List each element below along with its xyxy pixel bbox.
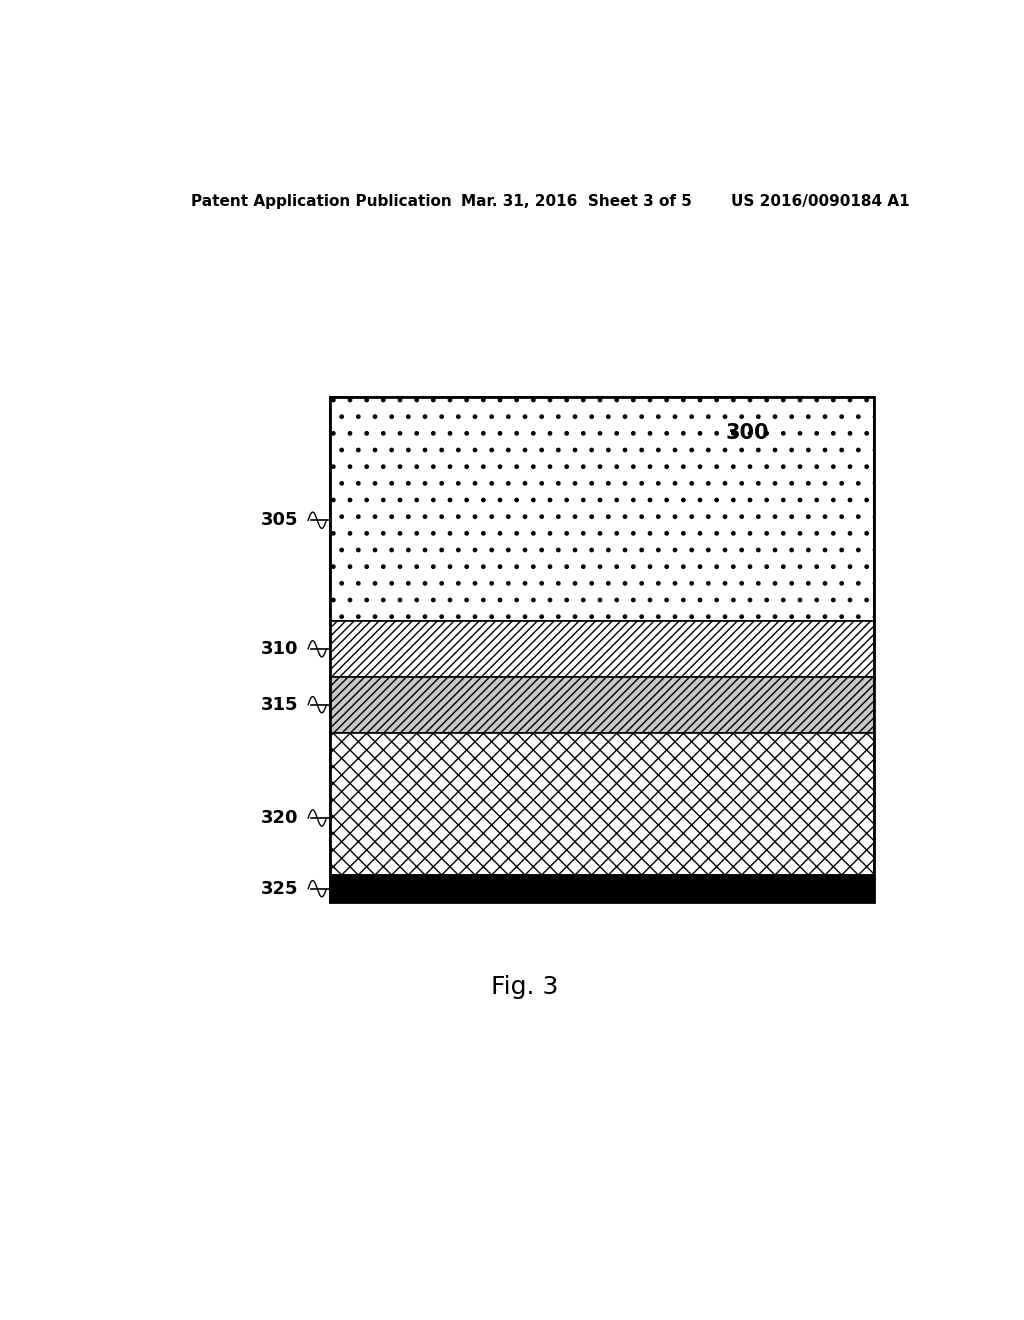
- Text: 315: 315: [261, 696, 299, 714]
- Text: 305: 305: [261, 511, 299, 529]
- Bar: [331, 397, 874, 620]
- Text: 325: 325: [261, 879, 299, 898]
- Text: 310: 310: [261, 640, 299, 657]
- Text: 320: 320: [261, 809, 299, 828]
- Bar: [331, 733, 874, 875]
- Text: US 2016/0090184 A1: US 2016/0090184 A1: [731, 194, 909, 209]
- Bar: [331, 875, 874, 903]
- Text: Mar. 31, 2016  Sheet 3 of 5: Mar. 31, 2016 Sheet 3 of 5: [461, 194, 692, 209]
- Text: 300: 300: [725, 422, 769, 442]
- Bar: [331, 677, 874, 733]
- Bar: [331, 397, 874, 903]
- Text: Patent Application Publication: Patent Application Publication: [191, 194, 453, 209]
- Bar: [331, 620, 874, 677]
- Text: Fig. 3: Fig. 3: [492, 974, 558, 999]
